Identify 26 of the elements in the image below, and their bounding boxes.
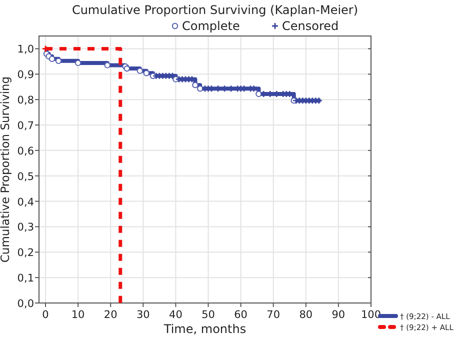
x-tick-label: 0 <box>42 309 49 321</box>
y-tick-label: 0,1 <box>17 272 34 285</box>
x-tick-label: 50 <box>202 309 215 321</box>
x-tick-label: 90 <box>332 309 346 321</box>
y-tick-label: 1,0 <box>17 44 34 56</box>
chart-title: Cumulative Proportion Surviving (Kaplan-Meier) <box>72 3 358 17</box>
legend-label: Censored <box>282 19 339 33</box>
y-tick-label: 0,5 <box>17 170 34 183</box>
y-tick-label: 0,0 <box>17 298 34 310</box>
y-tick-label: 0,7 <box>17 120 34 132</box>
legend-label: Complete <box>182 19 240 33</box>
x-tick-label: 60 <box>234 309 248 321</box>
x-tick-label: 20 <box>104 309 118 321</box>
x-tick-label: 70 <box>266 309 280 321</box>
x-tick-label: 40 <box>169 309 182 321</box>
x-tick-label: 10 <box>71 309 85 321</box>
x-tick-label: 30 <box>136 309 150 321</box>
x-axis-title: Time, months <box>162 322 246 336</box>
x-tick-label: 80 <box>299 309 313 321</box>
y-tick-label: 0,9 <box>17 69 34 82</box>
y-tick-label: 0,4 <box>17 196 34 208</box>
y-tick-label: 0,6 <box>17 145 34 158</box>
y-tick-label: 0,3 <box>17 222 34 234</box>
y-axis-title: Cumulative Proportion Surviving <box>0 76 12 263</box>
y-tick-label: 0,2 <box>17 247 34 260</box>
y-tick-label: 0,8 <box>17 94 34 107</box>
